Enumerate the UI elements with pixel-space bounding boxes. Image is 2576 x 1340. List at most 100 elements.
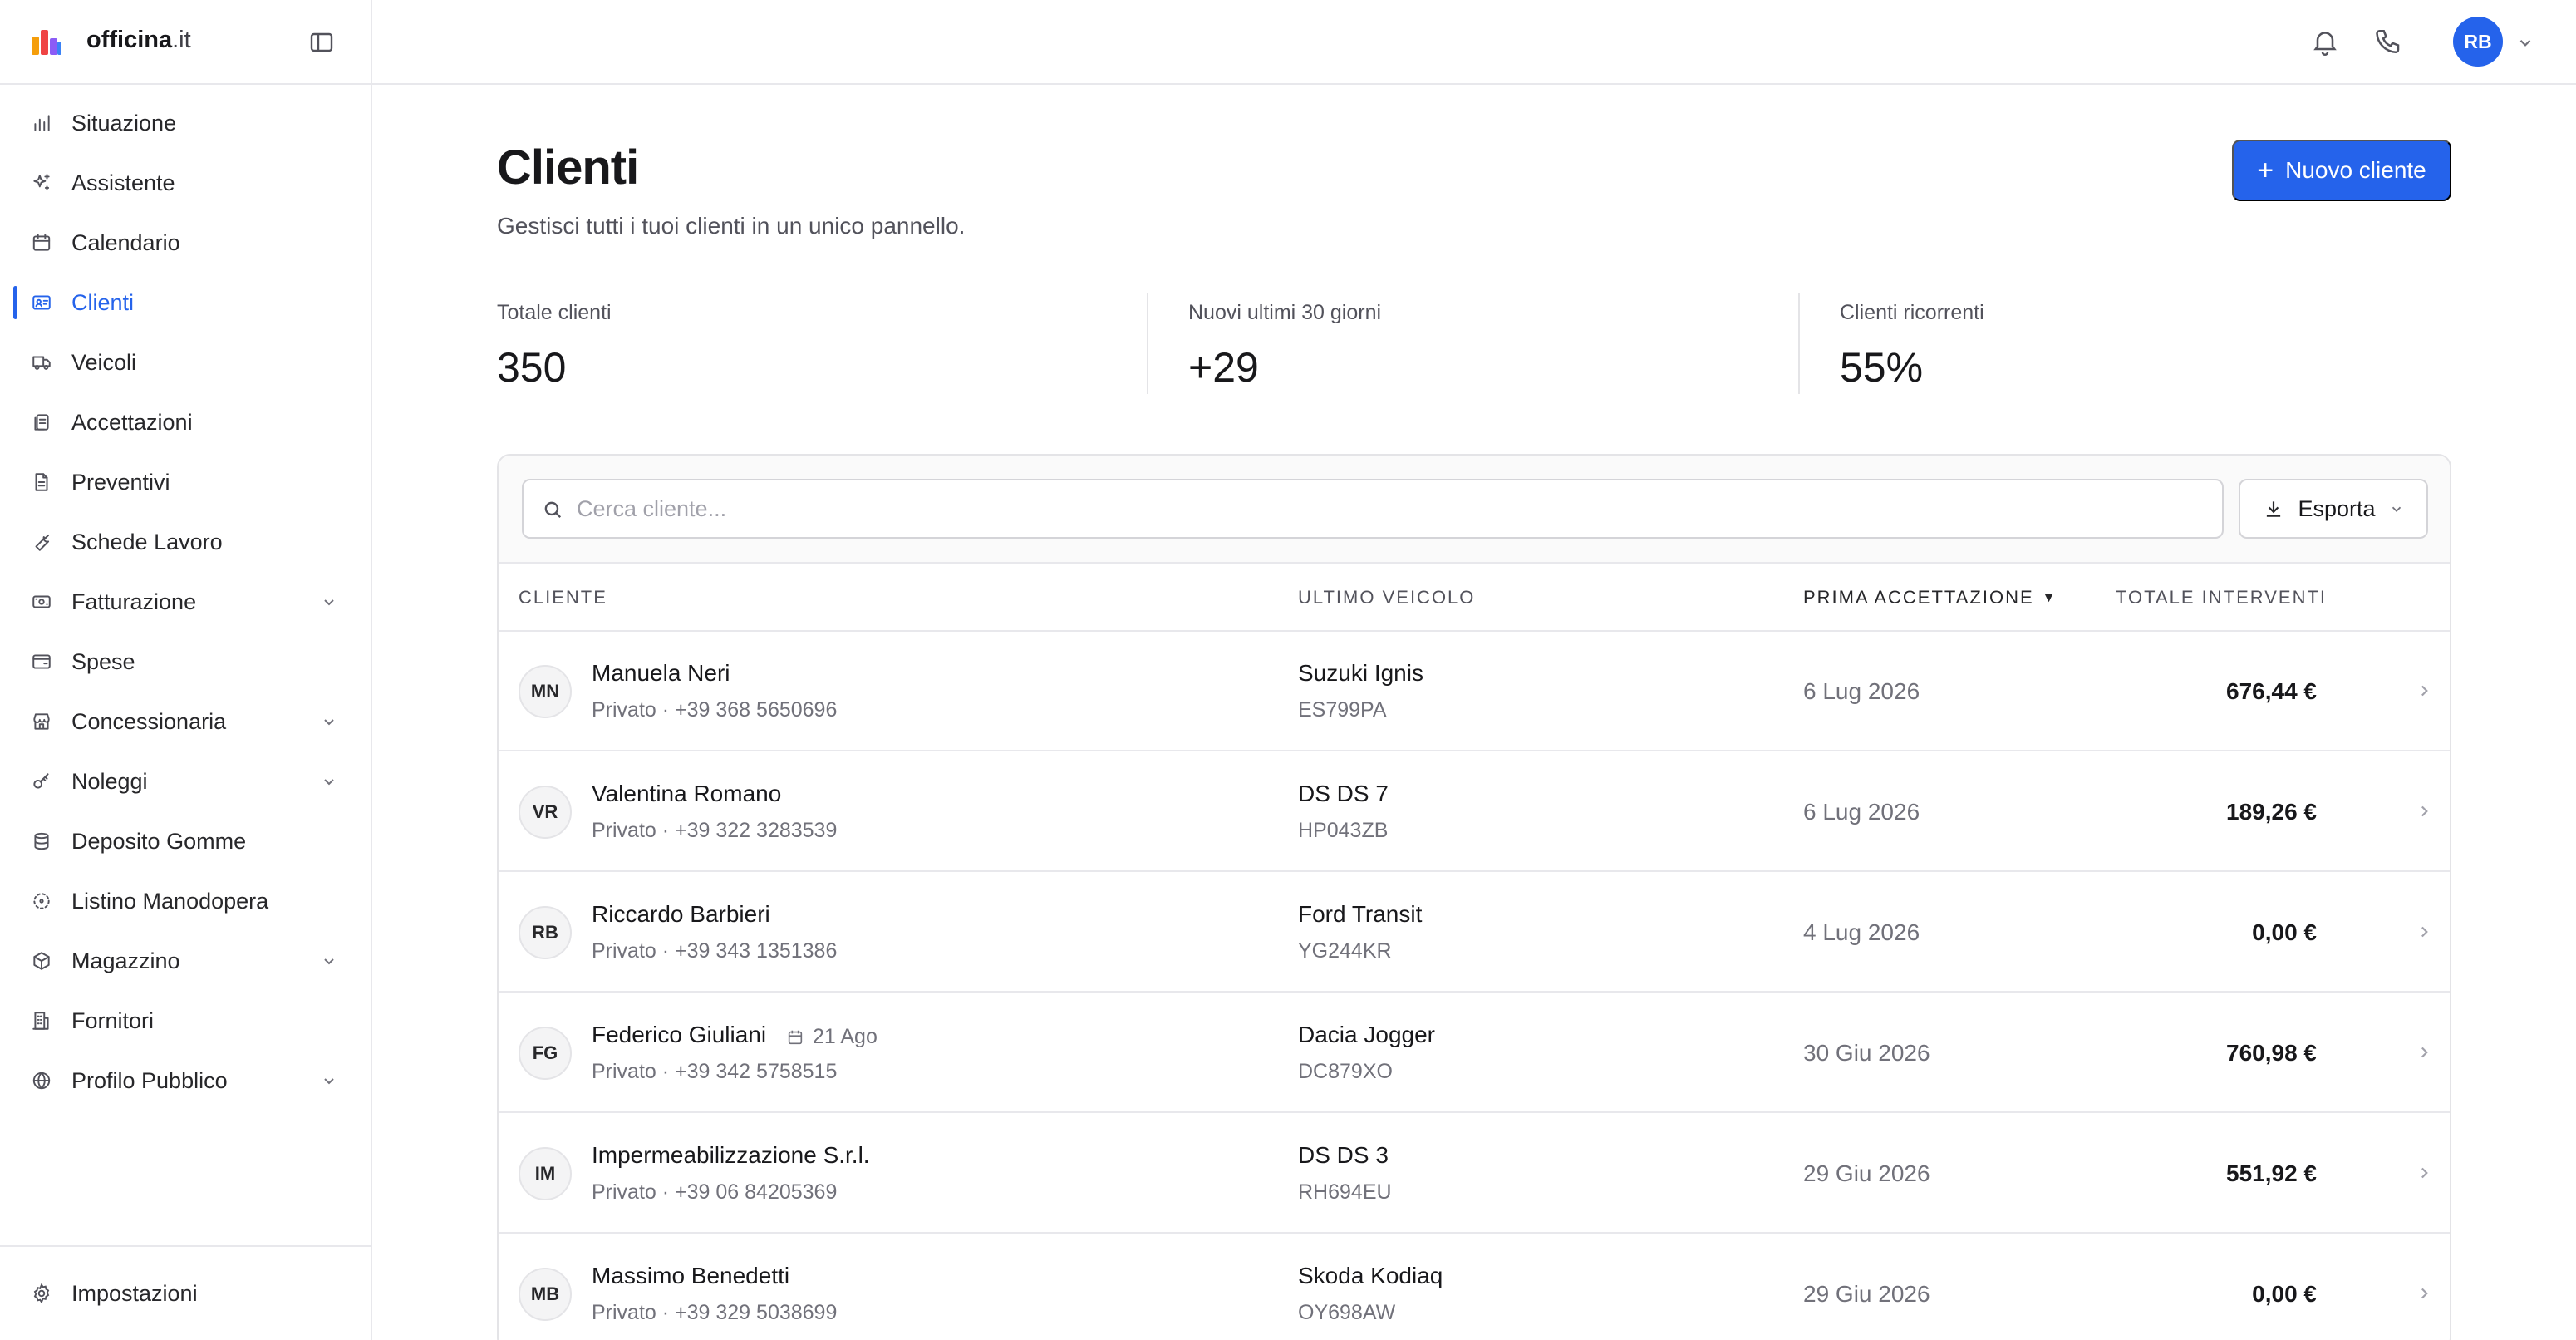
sidebar-item-fornitori[interactable]: Fornitori [0, 991, 371, 1051]
client-subtitle: Privato · +39 322 3283539 [592, 819, 838, 842]
client-name[interactable]: Impermeabilizzazione S.r.l. [592, 1142, 870, 1168]
client-name[interactable]: Federico Giuliani [592, 1022, 767, 1047]
phone-icon[interactable] [2373, 27, 2403, 57]
sidebar-item-noleggi[interactable]: Noleggi [0, 751, 371, 811]
search-input[interactable] [577, 490, 2205, 527]
stat-divider [1798, 293, 1800, 394]
plus-icon: + [2257, 155, 2274, 186]
sidebar-item-accettazioni[interactable]: Accettazioni [0, 392, 371, 452]
sidebar-item-label: Fatturazione [71, 589, 197, 614]
chevron-down-icon[interactable] [321, 594, 337, 610]
sidebar-item-label: Magazzino [71, 948, 180, 973]
sidebar-item-label: Preventivi [71, 469, 170, 495]
truck-icon [30, 351, 53, 374]
banknote-icon [30, 590, 53, 613]
client-avatar: VR [519, 786, 572, 839]
table-row[interactable]: FG Federico Giuliani Privato · +39 342 575… [499, 993, 2450, 1113]
table-row[interactable]: MB Massimo Benedetti Privato · +39 329 503… [499, 1234, 2450, 1340]
chevron-down-icon[interactable] [321, 773, 337, 790]
table-row[interactable]: RB Riccardo Barbieri Privato · +39 343 135… [499, 873, 2450, 993]
column-header-ultimo-veicolo[interactable]: ULTIMO VEICOLO [1298, 587, 1476, 608]
sidebar-item-label: Noleggi [71, 768, 148, 794]
client-name[interactable]: Manuela Neri [592, 660, 730, 686]
sidebar-item-calendario[interactable]: Calendario [0, 213, 371, 273]
sidebar-item-listino-manodopera[interactable]: Listino Manodopera [0, 871, 371, 931]
brand-header: officina.it [0, 0, 371, 85]
page-subtitle: Gestisci tutti i tuoi clienti in un unic… [497, 213, 966, 239]
chevron-right-icon[interactable] [2415, 1284, 2433, 1303]
sidebar-item-spese[interactable]: Spese [0, 632, 371, 692]
client-name[interactable]: Valentina Romano [592, 781, 782, 806]
chevron-down-icon [2392, 506, 2401, 512]
stat-value: +29 [1188, 344, 1259, 391]
sidebar-item-impostazioni[interactable]: Impostazioni [0, 1264, 371, 1323]
client-name[interactable]: Massimo Benedetti [592, 1263, 790, 1288]
vehicle-plate: OY698AW [1298, 1301, 1396, 1324]
sidebar-item-label: Spese [71, 648, 135, 674]
client-subtitle: Privato · +39 343 1351386 [592, 939, 838, 963]
sidebar-footer: Impostazioni [0, 1245, 371, 1340]
total-interventions: 760,98 € [2226, 1040, 2317, 1066]
new-client-button[interactable]: + Nuovo cliente [2232, 140, 2451, 201]
sort-desc-icon: ▼ [2042, 591, 2057, 606]
chevron-down-icon[interactable] [2516, 33, 2534, 52]
vehicle-plate: DC879XO [1298, 1060, 1393, 1083]
sidebar-item-veicoli[interactable]: Veicoli [0, 333, 371, 392]
sidebar-item-deposito-gomme[interactable]: Deposito Gomme [0, 811, 371, 871]
chevron-right-icon[interactable] [2415, 1043, 2433, 1062]
sidebar-item-magazzino[interactable]: Magazzino [0, 931, 371, 991]
sidebar-item-concessionaria[interactable]: Concessionaria [0, 692, 371, 751]
chevron-right-icon[interactable] [2415, 682, 2433, 700]
chevron-down-icon[interactable] [321, 953, 337, 969]
stat-label: Clienti ricorrenti [1840, 301, 1984, 324]
search-box[interactable] [522, 479, 2224, 539]
client-subtitle: Privato · +39 368 5650696 [592, 698, 838, 722]
sidebar-item-profilo-pubblico[interactable]: Profilo Pubblico [0, 1051, 371, 1111]
stat-returning-clients: Clienti ricorrenti 55% [1840, 293, 1984, 392]
birthday-date: 21 Ago [813, 1025, 878, 1048]
search-icon [544, 501, 562, 519]
sidebar-toggle-icon[interactable] [309, 30, 334, 55]
sidebar-item-label: Veicoli [71, 349, 137, 375]
chevron-right-icon[interactable] [2415, 802, 2433, 820]
column-header-prima-accettazione[interactable]: PRIMA ACCETTAZIONE ▼ [1803, 587, 2057, 608]
sidebar-item-situazione[interactable]: Situazione [0, 93, 371, 153]
stat-label: Nuovi ultimi 30 giorni [1188, 301, 1382, 324]
contact-card-icon [30, 291, 53, 314]
gear-icon [30, 1282, 53, 1305]
wallet-icon [30, 650, 53, 673]
total-interventions: 551,92 € [2226, 1160, 2317, 1186]
sidebar-item-preventivi[interactable]: Preventivi [0, 452, 371, 512]
client-avatar: FG [519, 1027, 572, 1080]
vehicle-model: Dacia Jogger [1298, 1022, 1435, 1047]
sidebar-item-label: Fornitori [71, 1007, 155, 1033]
sidebar-item-assistente[interactable]: Assistente [0, 153, 371, 213]
chevron-down-icon[interactable] [321, 713, 337, 730]
vehicle-plate: YG244KR [1298, 939, 1392, 963]
topbar [372, 0, 2576, 85]
sidebar-item-clienti[interactable]: Clienti [0, 273, 371, 333]
client-avatar: MB [519, 1268, 572, 1321]
sidebar-item-fatturazione[interactable]: Fatturazione [0, 572, 371, 632]
table-row[interactable]: VR Valentina Romano Privato · +39 322 3283… [499, 752, 2450, 872]
sidebar-item-schede-lavoro[interactable]: Schede Lavoro [0, 512, 371, 572]
total-interventions: 0,00 € [2252, 1281, 2317, 1307]
column-header-totale-interventi[interactable]: TOTALE INTERVENTI [2116, 587, 2328, 608]
globe-icon [30, 1069, 53, 1092]
vehicle-model: DS DS 7 [1298, 781, 1389, 806]
table-row[interactable]: MN Manuela Neri Privato · +39 368 5650696 S… [499, 632, 2450, 751]
chevron-right-icon[interactable] [2415, 1164, 2433, 1182]
table-row[interactable]: IM Impermeabilizzazione S.r.l. Privato · +… [499, 1114, 2450, 1234]
client-avatar: MN [519, 665, 572, 718]
user-avatar[interactable]: RB [2453, 17, 2503, 67]
database-icon [30, 830, 53, 853]
bell-icon[interactable] [2310, 27, 2340, 57]
column-header-cliente[interactable]: CLIENTE [519, 587, 607, 608]
chevron-down-icon[interactable] [321, 1072, 337, 1089]
stat-value: 55% [1840, 344, 1924, 391]
chevron-right-icon[interactable] [2415, 923, 2433, 941]
export-button[interactable]: Esporta [2239, 479, 2428, 539]
brand-name[interactable]: officina.it [86, 27, 191, 53]
first-acceptance-date: 29 Giu 2026 [1803, 1281, 1930, 1307]
client-name[interactable]: Riccardo Barbieri [592, 901, 770, 927]
